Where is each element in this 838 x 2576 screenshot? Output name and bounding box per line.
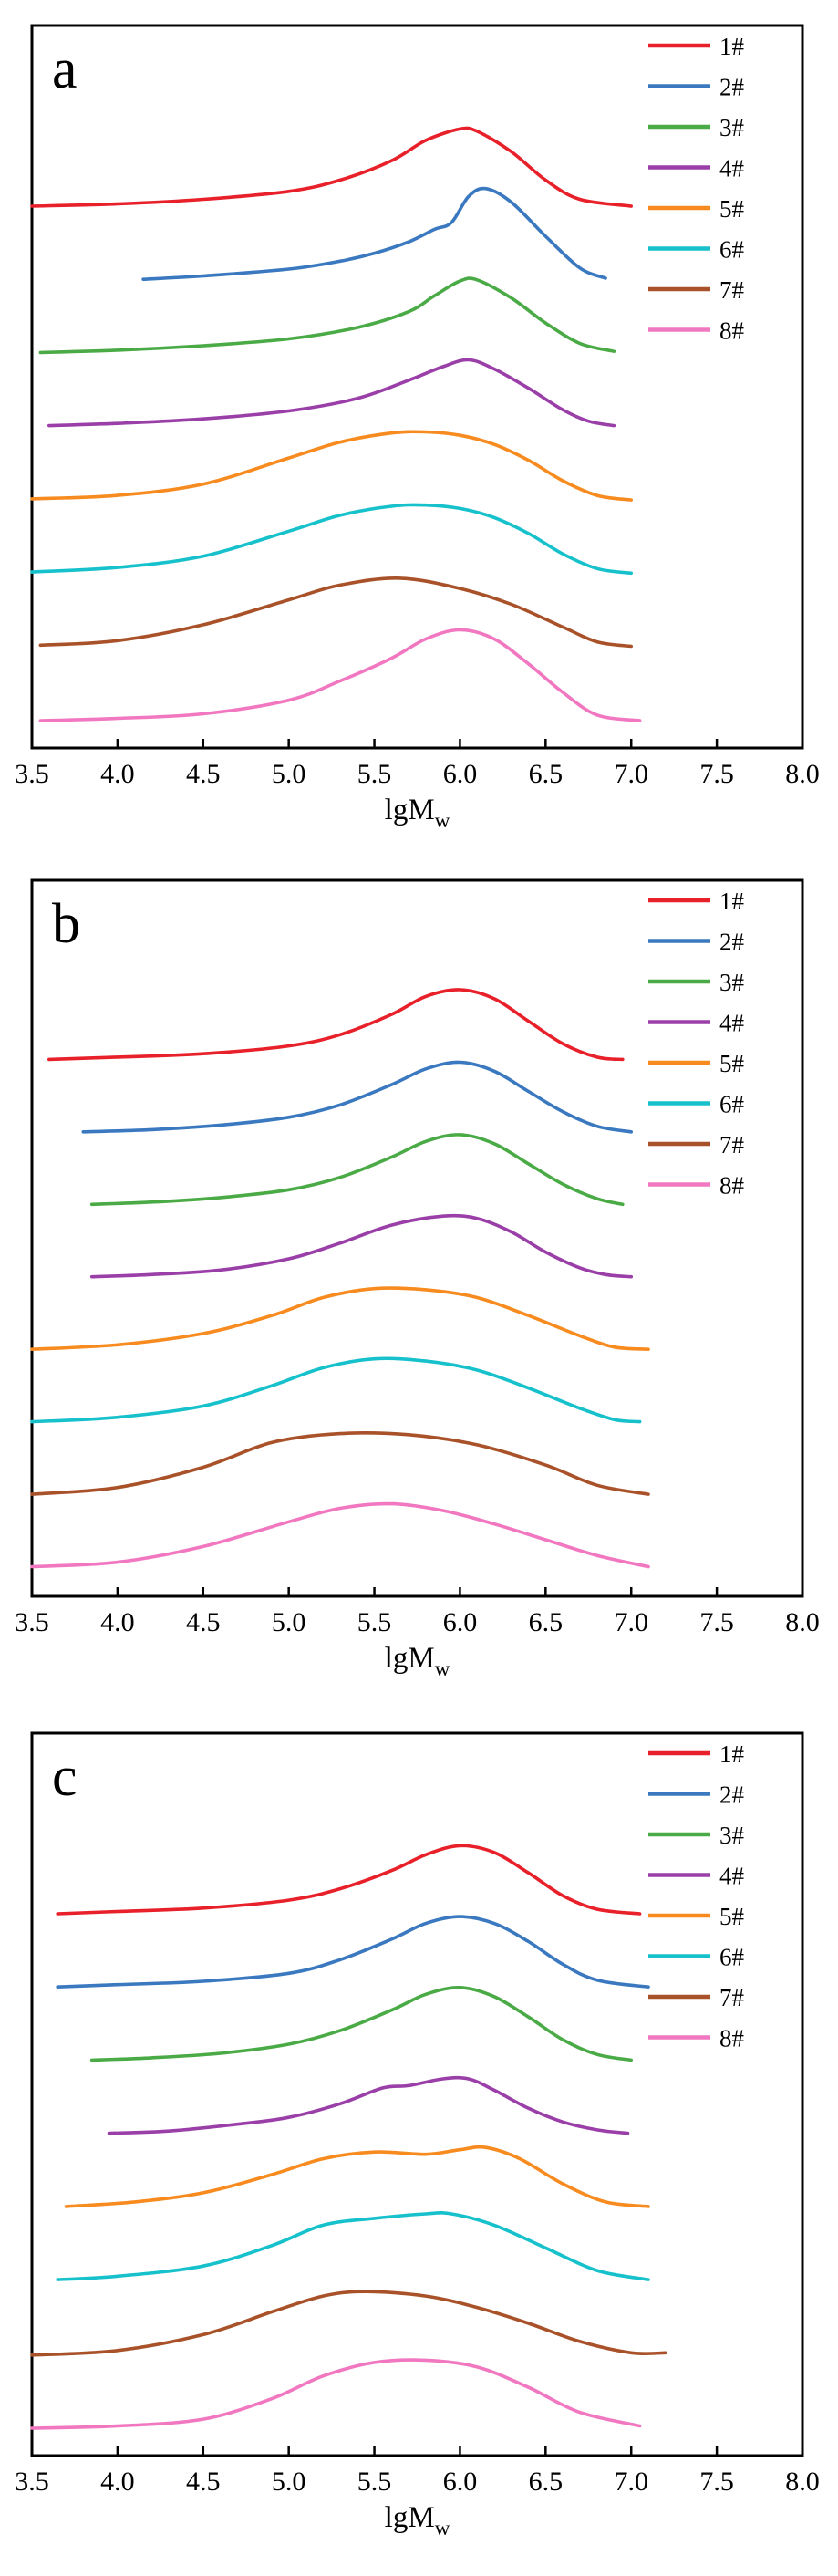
legend-label-7: 7# — [719, 1131, 745, 1158]
series-line-2 — [81, 1060, 633, 1134]
x-tick-label: 8.0 — [785, 759, 820, 789]
x-axis-label-main: lgM — [385, 1642, 435, 1675]
panel-letter: c — [52, 1746, 78, 1808]
x-axis-label-subscript: w — [435, 1657, 450, 1680]
x-tick-label: 5.0 — [272, 2467, 306, 2497]
legend-label-4: 4# — [719, 155, 745, 182]
x-tick-label: 5.5 — [357, 759, 392, 789]
legend-label-5: 5# — [719, 195, 745, 223]
legend-label-1: 1# — [719, 33, 745, 60]
legend-label-7: 7# — [719, 276, 745, 304]
series-line-1 — [30, 126, 633, 208]
series-line-4 — [89, 1213, 633, 1279]
x-axis-label-main: lgM — [385, 2501, 435, 2534]
legend-label-5: 5# — [719, 1903, 745, 1930]
legend-label-5: 5# — [719, 1050, 745, 1077]
x-tick-label: 8.0 — [785, 2467, 820, 2497]
x-tick-label: 4.0 — [100, 759, 135, 789]
x-tick-label: 7.0 — [614, 1607, 648, 1637]
x-tick-label: 5.0 — [272, 1607, 306, 1637]
series-line-8 — [38, 628, 642, 722]
x-axis-label: lgMw — [385, 794, 450, 832]
x-tick-label: 7.0 — [614, 759, 648, 789]
x-tick-label: 7.5 — [699, 759, 734, 789]
x-tick-label: 6.0 — [443, 759, 478, 789]
panel-a: 3.5 4.0 4.5 5.0 5.5 6.0 6.5 7.0 7.5 8.0 lgMw a 1# 2# 3… — [15, 24, 820, 832]
x-tick-label: 3.5 — [15, 759, 49, 789]
x-tick-label: 6.0 — [443, 2467, 478, 2497]
panel-b: 3.5 4.0 4.5 5.0 5.5 6.0 6.5 7.0 7.5 8.0 lgMw b 1# 2# 3… — [15, 878, 820, 1680]
x-axis-label-subscript: w — [435, 2517, 450, 2540]
x-tick-label: 7.0 — [614, 2467, 648, 2497]
x-axis-label: lgMw — [385, 1642, 450, 1680]
x-tick-label: 4.0 — [100, 2467, 135, 2497]
x-axis-label: lgMw — [385, 2501, 450, 2540]
series-line-8 — [30, 1501, 650, 1569]
series-line-5 — [64, 2145, 650, 2208]
series-line-6 — [30, 503, 633, 576]
series-line-7 — [30, 1431, 650, 1496]
legend-label-3: 3# — [719, 114, 745, 141]
series-line-3 — [89, 1133, 625, 1207]
plot-frame — [30, 878, 804, 1598]
legend-label-6: 6# — [719, 1944, 745, 1971]
x-tick-label: 7.5 — [699, 1607, 734, 1637]
series-line-4 — [107, 2075, 630, 2135]
plot-frame — [30, 1731, 804, 2457]
legend-label-7: 7# — [719, 1984, 745, 2011]
legend-label-4: 4# — [719, 1863, 745, 1890]
legend-label-8: 8# — [719, 2025, 745, 2052]
plot-frame — [30, 24, 804, 750]
series-line-2 — [141, 186, 607, 281]
series-line-6 — [30, 1356, 642, 1424]
legend-label-8: 8# — [719, 1172, 745, 1200]
x-tick-label: 6.0 — [443, 1607, 478, 1637]
x-tick-label: 8.0 — [785, 1607, 820, 1637]
legend-label-3: 3# — [719, 1822, 745, 1849]
panel-c: 3.5 4.0 4.5 5.0 5.5 6.0 6.5 7.0 7.5 8.0 lgMw c 1# 2# 3… — [15, 1731, 820, 2540]
x-tick-label: 4.5 — [186, 1607, 221, 1637]
series-line-7 — [30, 2290, 667, 2357]
x-tick-label: 5.5 — [357, 1607, 392, 1637]
legend-label-4: 4# — [719, 1010, 745, 1037]
series-line-6 — [56, 2211, 650, 2281]
series-line-3 — [89, 1985, 633, 2062]
x-tick-label: 6.5 — [529, 2467, 564, 2497]
legend-label-2: 2# — [719, 929, 745, 956]
panel-letter: b — [52, 893, 80, 955]
panel-letter: a — [52, 38, 78, 100]
x-axis-label-subscript: w — [435, 809, 450, 832]
x-tick-label: 7.5 — [699, 2467, 734, 2497]
series-line-7 — [38, 576, 633, 649]
series-line-1 — [47, 988, 625, 1062]
x-tick-label: 6.5 — [529, 759, 564, 789]
series-line-8 — [30, 2358, 642, 2430]
legend-label-2: 2# — [719, 1781, 745, 1809]
series-line-5 — [30, 430, 633, 502]
x-tick-label: 4.5 — [186, 759, 221, 789]
x-tick-label: 3.5 — [15, 2467, 49, 2497]
x-tick-label: 4.0 — [100, 1607, 135, 1637]
series-line-3 — [38, 276, 616, 355]
x-tick-label: 4.5 — [186, 2467, 221, 2497]
legend-label-3: 3# — [719, 969, 745, 996]
legend-label-6: 6# — [719, 1091, 745, 1118]
series-line-4 — [47, 358, 616, 428]
series-line-5 — [30, 1286, 650, 1351]
legend-label-1: 1# — [719, 1740, 745, 1768]
legend-label-6: 6# — [719, 236, 745, 264]
x-tick-label: 5.0 — [272, 759, 306, 789]
x-tick-label: 5.5 — [357, 2467, 392, 2497]
x-tick-label: 3.5 — [15, 1607, 49, 1637]
series-line-2 — [56, 1915, 650, 1989]
series-line-1 — [56, 1844, 642, 1916]
legend-label-1: 1# — [719, 888, 745, 915]
legend-label-8: 8# — [719, 317, 745, 345]
x-axis-label-main: lgM — [385, 794, 435, 826]
legend-label-2: 2# — [719, 74, 745, 101]
x-tick-label: 6.5 — [529, 1607, 564, 1637]
